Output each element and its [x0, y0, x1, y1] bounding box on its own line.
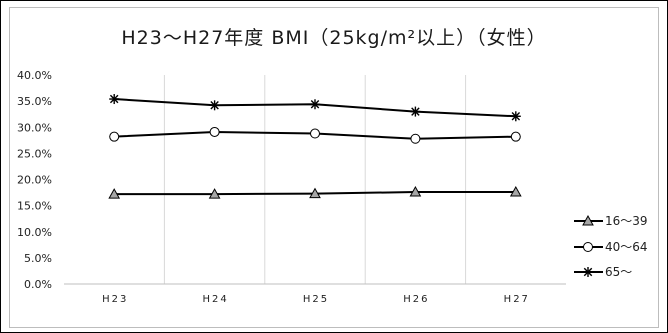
data-point	[510, 131, 521, 142]
legend-label: 40～64	[605, 240, 648, 254]
data-point	[108, 188, 121, 199]
y-tick-label: 10.0%	[17, 226, 52, 239]
series-lines	[114, 98, 516, 196]
data-point	[209, 100, 220, 111]
legend-marker	[582, 214, 594, 226]
data-point	[310, 128, 320, 139]
x-axis-ticks: H23 H24 H25 H26 H27	[102, 294, 530, 305]
y-tick-label: 25.0%	[17, 147, 52, 160]
legend-marker	[583, 242, 593, 252]
y-axis-ticks: 0.0% 5.0% 10.0% 15.0% 20.0% 25.0% 30.0% 35.0% 40…	[17, 69, 52, 291]
data-point	[509, 186, 522, 197]
legend: 16～39 40～64 65～	[574, 214, 648, 279]
x-tick-label: H27	[504, 294, 530, 305]
data-point	[310, 99, 320, 110]
data-point	[409, 186, 422, 197]
data-point	[109, 131, 120, 142]
x-tick-label: H24	[202, 294, 228, 305]
y-tick-label: 35.0%	[17, 95, 52, 108]
y-tick-label: 40.0%	[17, 69, 52, 82]
x-tick-label: H25	[303, 294, 329, 305]
x-tick-label: H23	[102, 294, 128, 305]
data-point	[410, 133, 421, 144]
data-point	[410, 106, 421, 117]
legend-label: 65～	[605, 265, 632, 279]
y-tick-label: 0.0%	[24, 278, 52, 291]
series-markers	[108, 94, 522, 199]
chart-title: H23～H27年度 BMI（25kg/m²以上）（女性）	[121, 27, 547, 49]
y-tick-label: 20.0%	[17, 174, 52, 187]
data-point	[208, 188, 221, 199]
y-tick-label: 15.0%	[17, 200, 52, 213]
data-point	[109, 94, 120, 105]
x-tick-label: H26	[403, 294, 429, 305]
data-point	[309, 187, 321, 199]
legend-marker	[583, 267, 593, 277]
data-point	[510, 111, 521, 122]
y-tick-label: 5.0%	[24, 252, 52, 265]
chart-area-frame	[9, 7, 659, 328]
legend-label: 16～39	[605, 214, 648, 228]
gridlines	[64, 75, 566, 285]
y-tick-label: 30.0%	[17, 121, 52, 134]
data-point	[209, 126, 220, 137]
